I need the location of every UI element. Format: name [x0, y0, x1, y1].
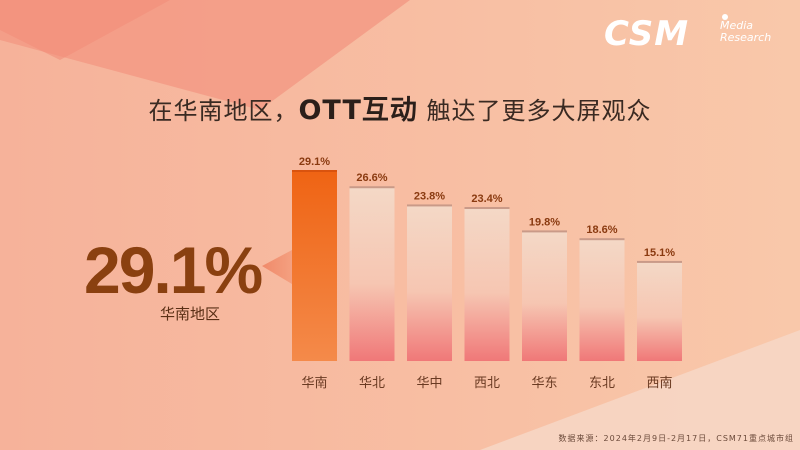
value-label: 19.8%	[529, 216, 560, 228]
csm-logo: CSM Media Research	[604, 14, 774, 54]
source-note: 数据来源：2024年2月9日-2月17日，CSM71重点城市组	[558, 434, 794, 443]
value-label: 29.1%	[299, 156, 330, 168]
category-label: 华南	[301, 375, 327, 391]
category-label: 华东	[531, 376, 557, 391]
bar-华东	[522, 232, 567, 361]
bar-西南	[637, 262, 682, 361]
bar-top-edge	[637, 260, 682, 264]
bar-top-edge	[464, 207, 510, 211]
value-label: 15.1%	[644, 247, 675, 259]
value-label: 23.8%	[414, 190, 445, 202]
logo-sub-text: Media Research	[720, 20, 771, 44]
bar-华北	[349, 188, 395, 361]
value-label: 26.6%	[356, 172, 387, 184]
category-label: 西南	[646, 375, 672, 391]
value-label: 23.4%	[471, 193, 502, 205]
logo-sub-line2: Research	[720, 31, 772, 44]
category-label: 东北	[589, 376, 615, 391]
logo-main-text: CSM	[604, 14, 690, 54]
title-part1: 在华南地区，	[148, 97, 299, 125]
logo-sub-line1: Media	[720, 19, 754, 32]
callout-label: 华南地区	[160, 305, 221, 323]
page-title: 在华南地区，OTT互动 触达了更多大屏观众	[0, 88, 800, 127]
bar-华中	[407, 206, 452, 361]
logo-dot-icon	[722, 14, 728, 20]
category-label: 西北	[474, 376, 500, 391]
bar-top-edge	[522, 230, 567, 234]
bar-top-edge	[349, 186, 395, 190]
bar-华南	[292, 172, 337, 361]
bar-top-edge	[579, 238, 625, 242]
value-label: 18.6%	[586, 224, 617, 236]
title-part2: OTT互动	[298, 95, 418, 126]
category-label: 华北	[359, 376, 385, 391]
category-label: 华中	[416, 376, 442, 391]
bar-top-edge	[407, 204, 452, 208]
callout-value: 29.1%	[84, 233, 263, 307]
bar-top-edge	[292, 170, 337, 173]
title-part3: 触达了更多大屏观众	[426, 97, 652, 125]
pointer-triangle	[262, 250, 292, 284]
bar-西北	[464, 209, 510, 361]
bar-东北	[579, 240, 625, 361]
